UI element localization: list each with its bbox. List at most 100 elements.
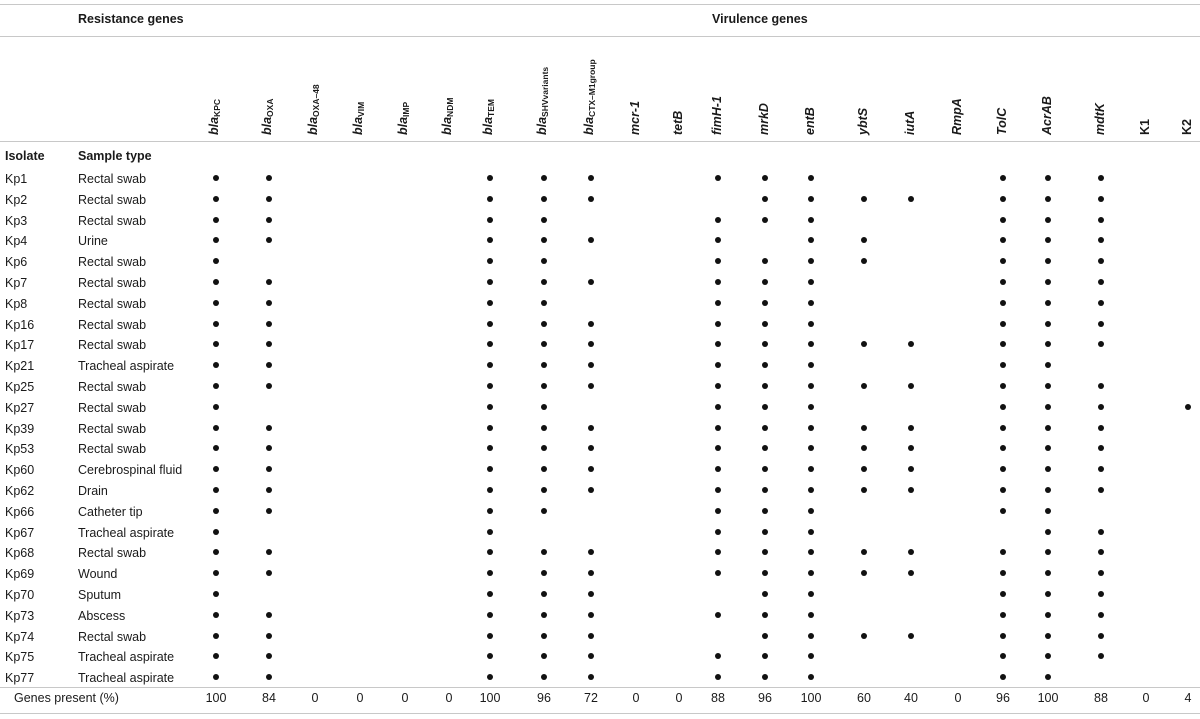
presence-dot-oxa: [266, 549, 272, 556]
presence-dot-acrab: [1045, 591, 1051, 597]
presence-dot-oxa: [266, 175, 272, 181]
presence-dot-mdtk: [1098, 279, 1104, 285]
table-row: Kp67 Tracheal aspirate: [0, 523, 1200, 544]
presence-dot-shv: [541, 632, 547, 639]
gene-label-fimh: fimH-1: [710, 96, 724, 135]
presence-dot-tolc: [1000, 466, 1006, 473]
presence-dot-mdtk: [1098, 175, 1104, 181]
presence-dot-acrab: [1045, 570, 1051, 577]
presence-dot-tem: [487, 611, 493, 618]
presence-dot-iuta: [908, 195, 914, 202]
isolate-cell: Kp67: [5, 525, 35, 540]
table-row: Kp21 Tracheal aspirate: [0, 356, 1200, 377]
presence-dot-ctxm: [588, 591, 594, 597]
presence-dot-ybts: [861, 445, 867, 452]
presence-dot-ctxm: [588, 341, 594, 348]
presence-dot-ctxm: [588, 445, 594, 452]
sample-type-cell: Tracheal aspirate: [78, 359, 175, 374]
gene-label-subscript: TEM: [486, 98, 496, 117]
presence-dot-entb: [808, 258, 814, 265]
presence-dot-mrkd: [762, 487, 768, 493]
gene-label-tolc: TolC: [995, 108, 1009, 135]
presence-dot-mdtk: [1098, 216, 1104, 223]
gene-header-mdtk: mdtK: [1088, 40, 1114, 135]
presence-dot-ybts: [861, 341, 867, 348]
presence-dot-mdtk: [1098, 445, 1104, 452]
presence-dot-shv: [541, 445, 547, 452]
gene-label-ctxm: blaCTX–M1group: [582, 59, 597, 135]
isolate-cell: Kp1: [5, 172, 28, 186]
presence-dot-entb: [808, 674, 814, 681]
gene-header-oxa: blaOXA: [256, 40, 282, 135]
presence-dot-tem: [487, 279, 493, 285]
isolate-cell: Kp68: [5, 546, 35, 561]
presence-dot-shv: [541, 341, 547, 348]
gene-label-base: mcr-1: [628, 100, 642, 135]
presence-dot-oxa: [266, 341, 272, 348]
presence-dot-tolc: [1000, 549, 1006, 556]
presence-dot-ctxm: [588, 653, 594, 660]
presence-dot-tem: [487, 528, 493, 535]
presence-dot-iuta: [908, 445, 914, 452]
gene-label-subscript: OXA: [265, 98, 275, 117]
presence-dot-ctxm: [588, 674, 594, 681]
table-row: Kp16 Rectal swab: [0, 315, 1200, 336]
genes-present-k2: 4: [1184, 691, 1192, 705]
table-row: Kp66 Catheter tip: [0, 502, 1200, 523]
presence-dot-entb: [808, 175, 814, 181]
presence-dot-tem: [487, 674, 493, 681]
table-row: Kp60 Cerebrospinal fluid: [0, 460, 1200, 481]
footer-rule: [0, 687, 1200, 688]
gene-label-entb: entB: [803, 107, 817, 135]
gene-label-oxa48: blaOXA–48: [306, 84, 321, 135]
genes-present-k1: 0: [1142, 691, 1150, 705]
table-row: Kp39 Rectal swab: [0, 419, 1200, 440]
presence-dot-shv: [541, 487, 547, 493]
presence-dot-acrab: [1045, 237, 1051, 244]
presence-dot-ctxm: [588, 383, 594, 389]
presence-dot-tolc: [1000, 320, 1006, 327]
presence-dot-tem: [487, 487, 493, 493]
table-row: Kp6 Rectal swab: [0, 252, 1200, 273]
gene-label-base: RmpA: [950, 98, 964, 135]
presence-dot-oxa: [266, 195, 272, 202]
presence-dot-kpc: [213, 216, 219, 223]
presence-dot-acrab: [1045, 195, 1051, 202]
table-row: Kp1 Rectal swab: [0, 169, 1200, 190]
presence-dot-fimh: [715, 258, 721, 265]
presence-dot-oxa: [266, 424, 272, 431]
presence-dot-tolc: [1000, 591, 1006, 597]
isolate-cell: Kp66: [5, 504, 35, 519]
gene-label-subscript: SHVvariants: [540, 66, 550, 117]
gene-header-vim: blaVIM: [347, 40, 373, 135]
presence-dot-fimh: [715, 611, 721, 618]
presence-dot-mdtk: [1098, 570, 1104, 577]
isolate-cell: Kp27: [5, 400, 35, 415]
presence-dot-mrkd: [762, 653, 768, 660]
presence-dot-kpc: [213, 570, 219, 577]
presence-dot-entb: [808, 445, 814, 452]
presence-dot-tem: [487, 549, 493, 556]
sample-type-cell: Rectal swab: [78, 629, 147, 644]
presence-dot-tem: [487, 299, 493, 306]
presence-dot-mdtk: [1098, 195, 1104, 202]
gene-label-tem: blaTEM: [481, 99, 496, 135]
presence-dot-tem: [487, 424, 493, 431]
presence-dot-tem: [487, 403, 493, 410]
gene-header-ctxm: blaCTX–M1group: [578, 40, 604, 135]
genes-present-ybts: 60: [857, 691, 871, 705]
gene-label-base: TolC: [995, 107, 1009, 135]
presence-dot-mdtk: [1098, 237, 1104, 244]
presence-dot-kpc: [213, 279, 219, 285]
presence-dot-entb: [808, 591, 814, 597]
presence-dot-tem: [487, 175, 493, 181]
presence-dot-ybts: [861, 424, 867, 431]
table-row: Kp62 Drain: [0, 481, 1200, 502]
gene-header-k1: K1: [1133, 40, 1159, 135]
presence-dot-tolc: [1000, 487, 1006, 493]
presence-dot-tolc: [1000, 674, 1006, 681]
presence-dot-mdtk: [1098, 320, 1104, 327]
presence-dot-tem: [487, 653, 493, 660]
sample-type-cell: Rectal swab: [78, 338, 147, 353]
table-row: Kp53 Rectal swab: [0, 439, 1200, 460]
